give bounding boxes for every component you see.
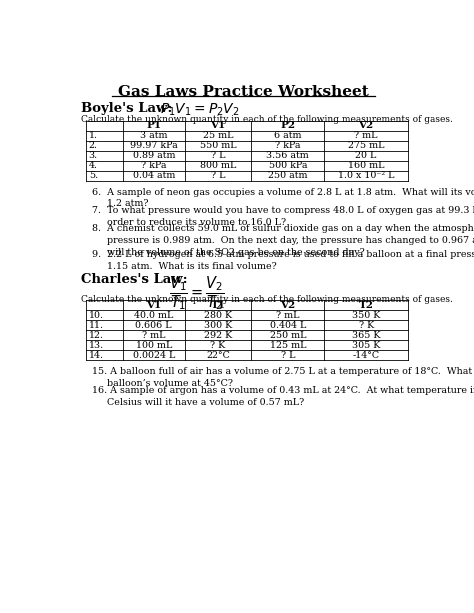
Text: $P_1V_1 = P_2V_2$: $P_1V_1 = P_2V_2$ [160, 101, 240, 118]
Text: 3 atm: 3 atm [140, 131, 167, 140]
Text: V2: V2 [358, 121, 374, 130]
Text: 275 mL: 275 mL [348, 141, 384, 150]
Text: 25 mL: 25 mL [203, 131, 233, 140]
Text: 12.: 12. [89, 331, 104, 340]
Text: 292 K: 292 K [204, 331, 232, 340]
Text: 16. A sample of argon has a volume of 0.43 mL at 24°C.  At what temperature in d: 16. A sample of argon has a volume of 0.… [92, 386, 474, 406]
Text: ? L: ? L [281, 351, 295, 360]
Text: ? mL: ? mL [276, 311, 300, 320]
Text: 2.: 2. [89, 141, 98, 150]
Text: 1.: 1. [89, 131, 98, 140]
Text: ? kPa: ? kPa [141, 161, 166, 170]
Text: 4.: 4. [89, 161, 98, 170]
Text: 250 atm: 250 atm [268, 171, 308, 180]
Text: -14°C: -14°C [353, 351, 380, 360]
Text: 11.: 11. [89, 321, 104, 330]
Text: P1: P1 [146, 121, 161, 130]
Text: ? L: ? L [211, 151, 225, 160]
Text: 125 mL: 125 mL [270, 341, 306, 350]
Text: 0.89 atm: 0.89 atm [133, 151, 175, 160]
Text: 15. A balloon full of air has a volume of 2.75 L at a temperature of 18°C.  What: 15. A balloon full of air has a volume o… [92, 367, 474, 388]
Text: 1.0 x 10⁻² L: 1.0 x 10⁻² L [338, 171, 394, 180]
Text: 365 K: 365 K [352, 331, 381, 340]
Text: 9.  2.2 L of hydrogen at 6.5 atm pressure is used to fill a balloon at a final p: 9. 2.2 L of hydrogen at 6.5 atm pressure… [92, 250, 474, 271]
Text: 13.: 13. [89, 341, 104, 350]
Text: 5.: 5. [89, 171, 98, 180]
Text: 20 L: 20 L [356, 151, 377, 160]
Text: 40.0 mL: 40.0 mL [134, 311, 173, 320]
Text: ? mL: ? mL [142, 331, 165, 340]
Text: 350 K: 350 K [352, 311, 380, 320]
Text: 0.04 atm: 0.04 atm [133, 171, 175, 180]
Text: T1: T1 [210, 301, 226, 310]
Text: 300 K: 300 K [204, 321, 232, 330]
Text: ? kPa: ? kPa [275, 141, 301, 150]
Text: 550 mL: 550 mL [200, 141, 237, 150]
Text: 280 K: 280 K [204, 311, 232, 320]
Text: 3.: 3. [89, 151, 98, 160]
Text: 0.404 L: 0.404 L [270, 321, 306, 330]
Text: T2: T2 [359, 301, 374, 310]
Text: 3.56 atm: 3.56 atm [266, 151, 309, 160]
Text: 800 mL: 800 mL [200, 161, 237, 170]
Text: 7.  To what pressure would you have to compress 48.0 L of oxygen gas at 99.3 kPa: 7. To what pressure would you have to co… [92, 206, 474, 227]
Text: 14.: 14. [89, 351, 104, 360]
Text: 6.  A sample of neon gas occupies a volume of 2.8 L at 1.8 atm.  What will its v: 6. A sample of neon gas occupies a volum… [92, 188, 474, 208]
Text: ? K: ? K [358, 321, 374, 330]
Text: Boyle's Law:: Boyle's Law: [81, 102, 173, 115]
Text: ? K: ? K [210, 341, 226, 350]
Text: Gas Laws Practice Worksheet: Gas Laws Practice Worksheet [118, 85, 368, 99]
Text: V2: V2 [280, 301, 295, 310]
Text: 100 mL: 100 mL [136, 341, 172, 350]
Text: 305 K: 305 K [352, 341, 380, 350]
Text: 0.606 L: 0.606 L [136, 321, 172, 330]
Text: ? mL: ? mL [355, 131, 378, 140]
Text: 0.0024 L: 0.0024 L [133, 351, 175, 360]
Text: 22°C: 22°C [206, 351, 230, 360]
Text: Charles's Law:: Charles's Law: [81, 273, 188, 286]
Text: Calculate the unknown quantity in each of the following measurements of gases.: Calculate the unknown quantity in each o… [81, 295, 453, 304]
Text: ? L: ? L [211, 171, 225, 180]
Text: 99.97 kPa: 99.97 kPa [130, 141, 178, 150]
Text: 160 mL: 160 mL [348, 161, 384, 170]
Text: 10.: 10. [89, 311, 104, 320]
Text: V1: V1 [146, 301, 162, 310]
Text: P2: P2 [280, 121, 295, 130]
Text: $\dfrac{V_1}{T_1} = \dfrac{V_2}{T_2}$: $\dfrac{V_1}{T_1} = \dfrac{V_2}{T_2}$ [169, 274, 225, 312]
Text: 250 mL: 250 mL [270, 331, 306, 340]
Text: 6 atm: 6 atm [274, 131, 301, 140]
Text: Calculate the unknown quantity in each of the following measurements of gases.: Calculate the unknown quantity in each o… [81, 115, 453, 124]
Text: V1: V1 [210, 121, 226, 130]
Text: 500 kPa: 500 kPa [269, 161, 307, 170]
Text: 8.  A chemist collects 59.0 mL of sulfur dioxide gas on a day when the atmospher: 8. A chemist collects 59.0 mL of sulfur … [92, 224, 474, 257]
